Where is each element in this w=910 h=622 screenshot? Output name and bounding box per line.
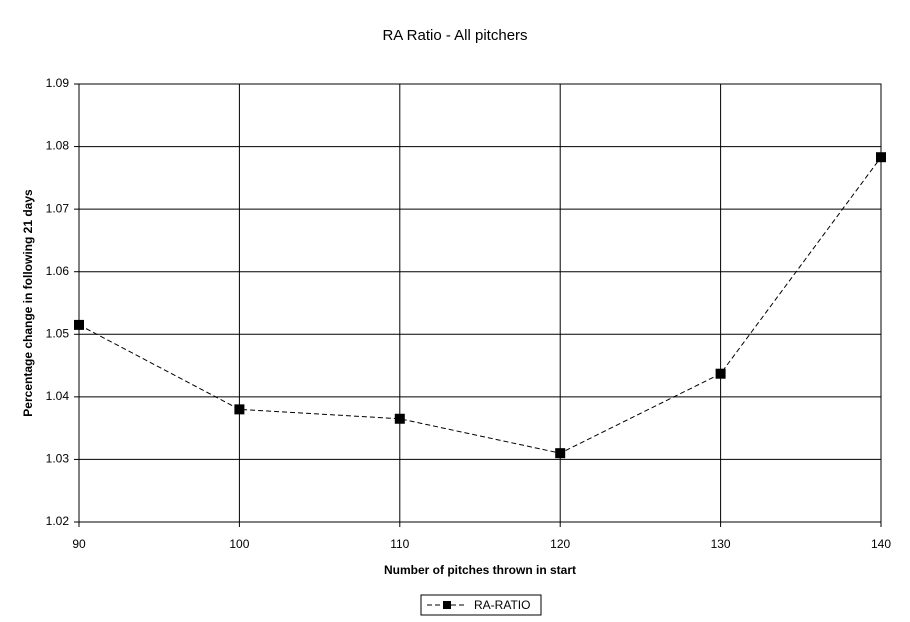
legend-box	[420, 594, 542, 616]
y-tick-label: 1.04	[46, 389, 70, 403]
data-point	[74, 319, 84, 330]
data-point	[234, 404, 245, 415]
x-tick-label: 130	[711, 537, 731, 551]
y-tick-label: 1.07	[46, 201, 70, 215]
legend-marker	[443, 601, 451, 609]
data-point	[555, 448, 566, 459]
legend-label: RA-RATIO	[474, 598, 530, 612]
y-tick-label: 1.03	[46, 452, 70, 466]
x-tick-label: 90	[72, 537, 86, 551]
chart-title: RA Ratio - All pitchers	[382, 27, 527, 44]
x-tick-label: 100	[229, 537, 249, 551]
x-tick-label: 120	[550, 537, 570, 551]
y-tick-label: 1.09	[46, 76, 70, 90]
data-point	[715, 368, 726, 379]
y-tick-label: 1.08	[46, 139, 70, 153]
y-axis-title: Percentage change in following 21 days	[21, 189, 35, 417]
data-point	[394, 413, 405, 424]
y-tick-label: 1.06	[46, 264, 70, 278]
x-axis-title: Number of pitches thrown in start	[384, 563, 576, 577]
y-tick-label: 1.05	[46, 326, 70, 340]
data-line	[78, 156, 882, 454]
x-tick-label: 140	[871, 537, 891, 551]
x-tick-label: 110	[390, 537, 409, 551]
y-tick-label: 1.02	[46, 514, 70, 528]
data-point	[876, 152, 886, 163]
